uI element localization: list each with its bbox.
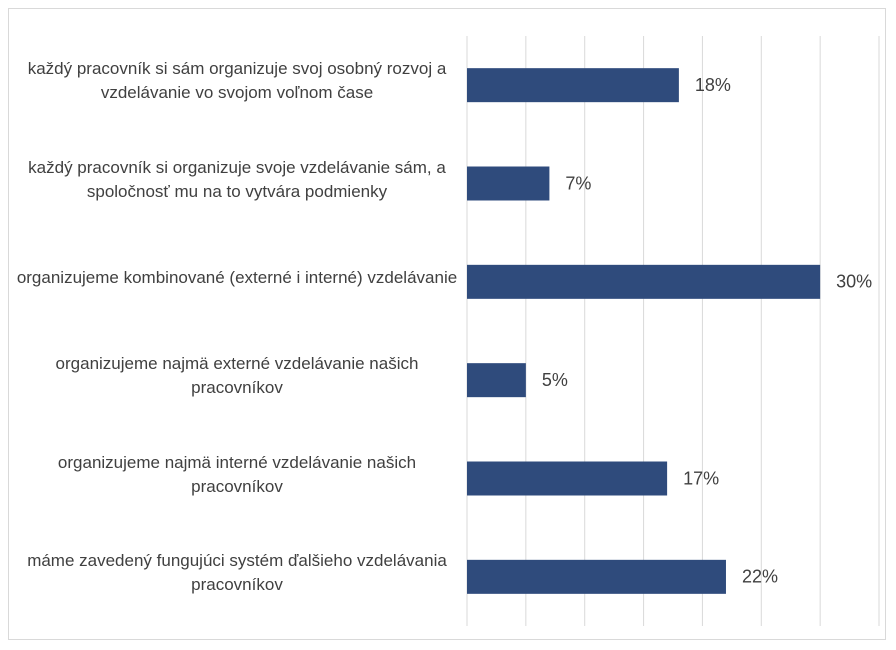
data-label: 22% [742,567,778,587]
bar [467,68,679,103]
category-label: máme zavedený fungujúci systém ďalšieho … [27,550,447,594]
bar [467,264,821,299]
data-label: 18% [695,75,731,95]
bar [467,166,550,201]
bar [467,461,668,496]
data-label: 17% [683,468,719,488]
bar [467,559,726,594]
data-label: 5% [542,370,568,390]
bar [467,363,526,398]
data-label: 7% [565,173,591,193]
category-label: organizujeme kombinované (externé i inte… [16,267,458,287]
chart-frame [8,8,886,640]
category-label: organizujeme najmä interné vzdelávanie n… [57,452,417,496]
data-label: 30% [836,272,872,292]
category-label: každý pracovník si organizuje svoje vzde… [28,157,446,201]
category-label: organizujeme najmä externé vzdelávanie n… [55,354,419,398]
category-label: každý pracovník si sám organizuje svoj o… [27,59,447,103]
